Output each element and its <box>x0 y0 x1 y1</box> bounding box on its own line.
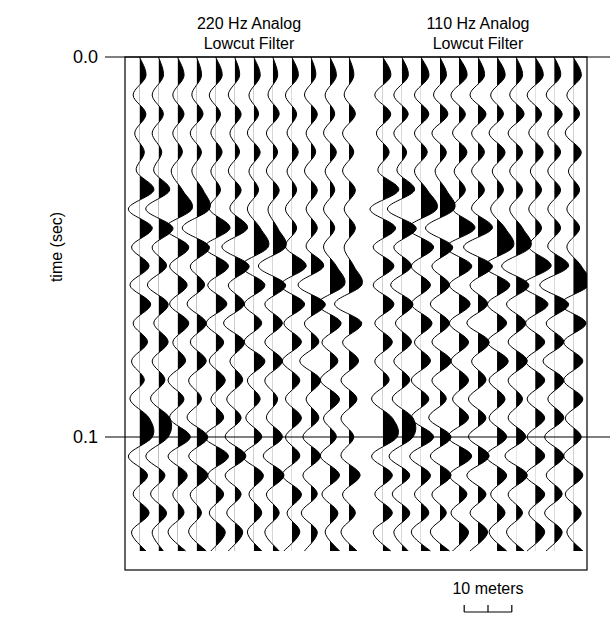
trace-wiggle <box>335 57 363 551</box>
trace-fill <box>159 57 173 551</box>
trace-wiggle <box>165 57 193 551</box>
scale-bar-tick <box>511 605 512 612</box>
scale-bar-tick <box>464 605 465 612</box>
scale-bar-tick <box>487 605 488 612</box>
trace-fill <box>292 57 306 551</box>
panel-title: 220 Hz AnalogLowcut Filter <box>197 15 301 52</box>
trace-wiggle <box>258 57 286 551</box>
trace-wiggle <box>204 57 230 551</box>
traces <box>128 57 587 551</box>
tick-label: 0.1 <box>73 427 98 447</box>
trace-fill <box>497 57 514 551</box>
trace-wiggle <box>464 57 493 551</box>
grid-line <box>105 436 610 437</box>
trace-wiggle <box>408 57 437 551</box>
trace-wiggle <box>484 57 514 551</box>
trace-fill <box>273 57 287 551</box>
trace-wiggle <box>128 57 154 551</box>
trace-fill <box>140 57 154 551</box>
grid-line <box>105 56 610 57</box>
trace-fill <box>554 57 568 551</box>
trace-wiggle <box>281 57 307 551</box>
scale-bar <box>464 605 512 612</box>
trace-fill <box>216 57 230 551</box>
trace-wiggle <box>222 57 249 551</box>
trace-wiggle <box>540 57 569 551</box>
trace-fill <box>402 57 416 551</box>
scale-label: 10 meters <box>452 580 523 597</box>
trace-fill <box>349 57 363 551</box>
trace-wiggle <box>182 57 210 551</box>
trace-fill <box>235 57 249 551</box>
trace-wiggle <box>446 57 475 551</box>
trace-wiggle <box>298 57 325 551</box>
trace-fill <box>478 57 492 551</box>
trace-wiggle <box>387 57 416 551</box>
tick-label: 0.0 <box>73 47 98 67</box>
trace-wiggle <box>146 57 173 551</box>
trace-wiggle <box>425 57 455 551</box>
trace-wiggle <box>317 57 345 551</box>
trace-wiggle <box>502 57 532 551</box>
trace-wiggle <box>560 57 587 551</box>
trace-fill <box>573 57 587 551</box>
axis-title: time (sec) <box>48 212 65 282</box>
plot-frame <box>125 57 587 570</box>
trace-fill <box>383 57 399 551</box>
panel-title: 110 Hz AnalogLowcut Filter <box>427 15 530 52</box>
trace-fill <box>421 57 438 551</box>
chart: 0.0 0.1 time (sec) 220 Hz AnalogLowcut Filt… <box>0 0 616 622</box>
trace-fill <box>311 57 325 551</box>
